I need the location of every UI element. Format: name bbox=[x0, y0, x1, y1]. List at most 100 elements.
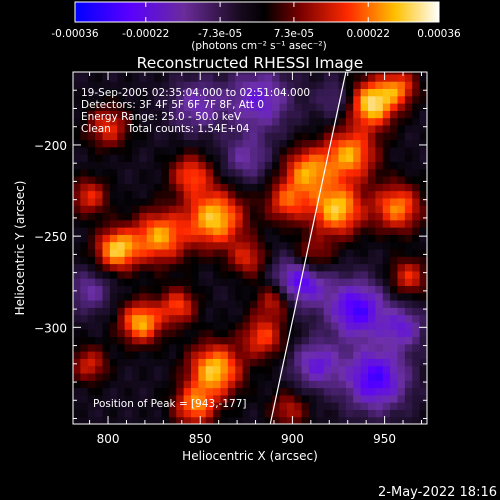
heatmap-cell bbox=[132, 278, 140, 286]
heatmap-cell bbox=[272, 351, 281, 359]
heatmap-cell bbox=[338, 205, 347, 214]
heatmap-cell bbox=[382, 365, 391, 374]
heatmap-cell bbox=[419, 241, 427, 250]
heatmap-cell bbox=[390, 292, 399, 301]
heatmap-cell bbox=[390, 117, 399, 126]
heatmap-cell bbox=[109, 387, 118, 396]
heatmap-cell bbox=[198, 351, 207, 359]
heatmap-cell bbox=[146, 175, 155, 184]
heatmap-cell bbox=[338, 241, 347, 250]
heatmap-cell bbox=[87, 365, 96, 374]
heatmap-cell bbox=[316, 365, 325, 374]
heatmap-cell bbox=[220, 387, 229, 396]
heatmap-cell bbox=[286, 256, 295, 265]
heatmap-cell bbox=[375, 227, 384, 235]
heatmap-cell bbox=[168, 132, 177, 141]
heatmap-cell bbox=[301, 175, 310, 184]
heatmap-cell bbox=[146, 212, 155, 221]
heatmap-cell bbox=[191, 402, 199, 411]
heatmap-cell bbox=[353, 146, 362, 155]
heatmap-cell bbox=[404, 372, 413, 381]
heatmap-cell bbox=[375, 278, 384, 286]
heatmap-cell bbox=[382, 234, 391, 243]
heatmap-cell bbox=[242, 175, 251, 184]
heatmap-cell bbox=[345, 270, 354, 279]
heatmap-cell bbox=[242, 212, 251, 221]
heatmap-cell bbox=[198, 343, 207, 352]
heatmap-cell bbox=[198, 227, 207, 235]
heatmap-cell bbox=[360, 190, 369, 199]
heatmap-cell bbox=[242, 394, 251, 403]
heatmap-cell bbox=[323, 299, 332, 308]
heatmap-cell bbox=[102, 72, 111, 75]
heatmap-cell bbox=[375, 321, 384, 330]
heatmap-cell bbox=[95, 161, 104, 170]
heatmap-cell bbox=[161, 314, 170, 323]
heatmap-cell bbox=[242, 146, 251, 155]
heatmap-cell bbox=[117, 124, 126, 133]
heatmap-cell bbox=[235, 73, 244, 82]
heatmap-cell bbox=[301, 358, 310, 367]
heatmap-cell bbox=[257, 227, 266, 235]
heatmap-cell bbox=[286, 358, 295, 367]
heatmap-cell bbox=[124, 351, 133, 359]
heatmap-cell bbox=[139, 88, 148, 97]
heatmap-cell bbox=[154, 256, 163, 265]
heatmap-cell bbox=[124, 227, 133, 235]
heatmap-cell bbox=[272, 299, 281, 308]
heatmap-cell bbox=[404, 270, 413, 279]
heatmap-cell bbox=[345, 197, 354, 206]
heatmap-cell bbox=[331, 263, 340, 272]
heatmap-cell bbox=[95, 256, 104, 265]
heatmap-cell bbox=[191, 81, 199, 90]
heatmap-cell bbox=[73, 139, 81, 148]
heatmap-cell bbox=[250, 299, 258, 308]
heatmap-cell bbox=[382, 402, 391, 411]
heatmap-cell bbox=[213, 409, 222, 418]
heatmap-cell bbox=[338, 183, 347, 192]
heatmap-cell bbox=[183, 292, 192, 301]
heatmap-cell bbox=[382, 124, 391, 133]
heatmap-cell bbox=[345, 139, 354, 148]
heatmap-cell bbox=[286, 329, 295, 338]
heatmap-cell bbox=[176, 329, 185, 338]
heatmap-cell bbox=[301, 146, 310, 155]
heatmap-cell bbox=[390, 227, 399, 235]
heatmap-cell bbox=[323, 321, 332, 330]
heatmap-cell bbox=[301, 212, 310, 221]
heatmap-cell bbox=[353, 212, 362, 221]
heatmap-cell bbox=[360, 299, 369, 308]
heatmap-cell bbox=[390, 343, 399, 352]
heatmap-cell bbox=[390, 329, 399, 338]
heatmap-cell bbox=[80, 321, 89, 330]
heatmap-cell bbox=[286, 183, 295, 192]
heatmap-cell bbox=[419, 73, 427, 82]
heatmap-cell bbox=[87, 132, 96, 141]
heatmap-cell bbox=[331, 351, 340, 359]
heatmap-cell bbox=[227, 285, 236, 294]
heatmap-cell bbox=[168, 380, 177, 389]
heatmap-cell bbox=[397, 248, 406, 257]
heatmap-cell bbox=[87, 234, 96, 243]
heatmap-cell bbox=[139, 394, 148, 403]
heatmap-cell bbox=[316, 285, 325, 294]
heatmap-cell bbox=[220, 307, 229, 316]
heatmap-cell bbox=[250, 351, 258, 359]
heatmap-cell bbox=[375, 88, 384, 97]
heatmap-cell bbox=[338, 212, 347, 221]
heatmap-cell bbox=[345, 343, 354, 352]
heatmap-cell bbox=[390, 168, 399, 177]
heatmap-cell bbox=[419, 227, 427, 235]
heatmap-cell bbox=[345, 154, 354, 162]
heatmap-cell bbox=[73, 343, 81, 352]
heatmap-cell bbox=[375, 358, 384, 367]
heatmap-cell bbox=[323, 183, 332, 192]
heatmap-cell bbox=[338, 73, 347, 82]
heatmap-cell bbox=[176, 241, 185, 250]
heatmap-cell bbox=[168, 81, 177, 90]
heatmap-cell bbox=[235, 205, 244, 214]
heatmap-cell bbox=[382, 321, 391, 330]
heatmap-cell bbox=[390, 285, 399, 294]
heatmap-cell bbox=[124, 168, 133, 177]
heatmap-cell bbox=[272, 88, 281, 97]
